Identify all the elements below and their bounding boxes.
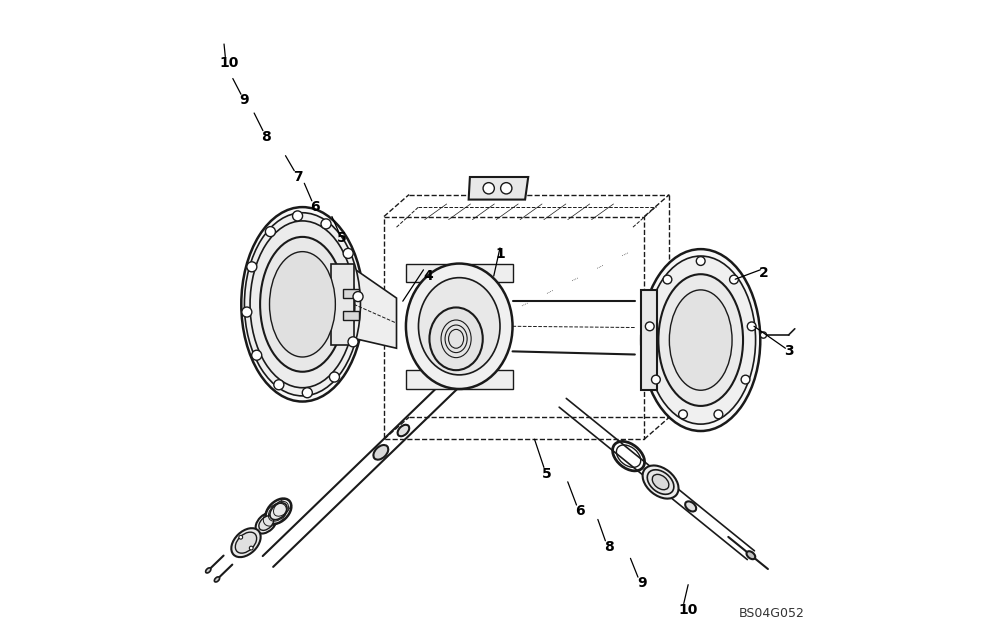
- Polygon shape: [406, 370, 513, 389]
- Ellipse shape: [266, 499, 291, 524]
- Circle shape: [329, 372, 339, 382]
- Circle shape: [501, 182, 512, 194]
- Circle shape: [274, 380, 284, 390]
- Text: 6: 6: [310, 200, 320, 214]
- Ellipse shape: [244, 212, 360, 396]
- Text: 9: 9: [239, 93, 249, 108]
- Ellipse shape: [270, 252, 335, 357]
- Ellipse shape: [398, 425, 409, 436]
- Polygon shape: [356, 270, 397, 348]
- Text: BS04G052: BS04G052: [738, 607, 804, 620]
- Text: 8: 8: [604, 540, 614, 554]
- Circle shape: [239, 536, 243, 539]
- Circle shape: [730, 275, 738, 284]
- Text: 9: 9: [637, 577, 647, 591]
- Circle shape: [302, 388, 312, 397]
- Ellipse shape: [214, 577, 220, 582]
- Circle shape: [252, 350, 262, 360]
- Circle shape: [741, 375, 750, 384]
- Ellipse shape: [429, 307, 483, 370]
- Polygon shape: [406, 264, 513, 282]
- Ellipse shape: [641, 249, 760, 431]
- Text: 2: 2: [759, 266, 768, 280]
- Text: 5: 5: [337, 232, 347, 246]
- Polygon shape: [469, 177, 528, 200]
- Circle shape: [696, 257, 705, 266]
- Circle shape: [663, 275, 672, 284]
- Text: 4: 4: [423, 269, 433, 283]
- Ellipse shape: [231, 528, 261, 557]
- Circle shape: [265, 227, 275, 237]
- Ellipse shape: [206, 568, 211, 573]
- Ellipse shape: [270, 503, 287, 520]
- Text: 3: 3: [784, 344, 793, 358]
- Text: 7: 7: [293, 170, 303, 184]
- Circle shape: [483, 182, 494, 194]
- Text: 1: 1: [495, 247, 505, 261]
- Circle shape: [645, 322, 654, 331]
- Polygon shape: [331, 264, 354, 345]
- Circle shape: [652, 375, 660, 384]
- Circle shape: [760, 332, 767, 338]
- Ellipse shape: [373, 445, 388, 460]
- Ellipse shape: [747, 551, 755, 559]
- Circle shape: [353, 292, 363, 301]
- Circle shape: [343, 248, 353, 259]
- Ellipse shape: [260, 237, 345, 372]
- Text: 8: 8: [261, 130, 271, 144]
- Polygon shape: [343, 310, 359, 320]
- Circle shape: [247, 262, 257, 272]
- Polygon shape: [343, 289, 359, 298]
- Ellipse shape: [652, 474, 669, 490]
- Polygon shape: [641, 290, 657, 390]
- Ellipse shape: [406, 264, 513, 389]
- Ellipse shape: [259, 516, 274, 531]
- Ellipse shape: [256, 513, 277, 534]
- Circle shape: [747, 322, 756, 331]
- Circle shape: [249, 546, 253, 550]
- Text: 5: 5: [542, 467, 552, 481]
- Text: 10: 10: [678, 603, 698, 617]
- Circle shape: [293, 211, 303, 221]
- Ellipse shape: [646, 256, 756, 424]
- Circle shape: [348, 337, 358, 347]
- Ellipse shape: [669, 290, 732, 390]
- Ellipse shape: [647, 470, 674, 494]
- Ellipse shape: [685, 501, 696, 511]
- Circle shape: [714, 410, 723, 419]
- Ellipse shape: [241, 207, 364, 401]
- Circle shape: [679, 410, 687, 419]
- Ellipse shape: [250, 221, 355, 388]
- Ellipse shape: [235, 532, 257, 553]
- Ellipse shape: [418, 278, 500, 375]
- Circle shape: [242, 307, 252, 317]
- Text: 6: 6: [575, 504, 585, 518]
- Ellipse shape: [658, 274, 743, 406]
- Text: 10: 10: [219, 56, 239, 70]
- Circle shape: [321, 219, 331, 229]
- Ellipse shape: [643, 465, 679, 499]
